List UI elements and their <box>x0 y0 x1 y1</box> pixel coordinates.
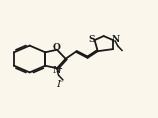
Text: O: O <box>53 43 61 52</box>
Text: ⁻: ⁻ <box>59 78 63 87</box>
Text: I: I <box>57 80 61 89</box>
Text: S: S <box>88 35 95 44</box>
Text: N: N <box>112 35 120 44</box>
Text: +: + <box>57 66 62 72</box>
Text: N: N <box>53 66 61 75</box>
